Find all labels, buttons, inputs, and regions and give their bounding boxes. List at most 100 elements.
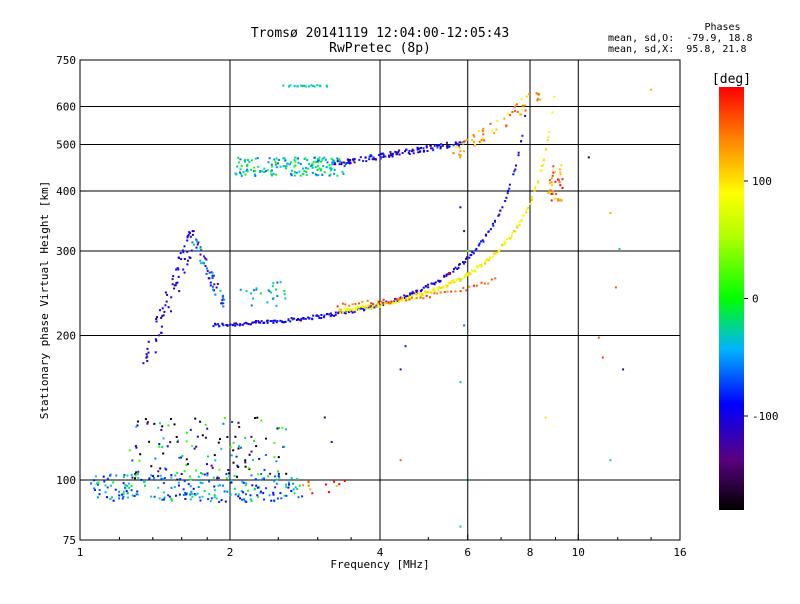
- data-point: [329, 169, 332, 172]
- data-point: [506, 192, 509, 195]
- data-point: [417, 151, 420, 154]
- data-point: [156, 316, 158, 319]
- data-point: [221, 299, 224, 302]
- data-point: [256, 157, 259, 160]
- data-point: [251, 484, 254, 487]
- data-point: [270, 170, 273, 173]
- data-point: [419, 293, 422, 296]
- data-point: [145, 356, 148, 359]
- data-point: [182, 251, 185, 254]
- data-point: [329, 312, 332, 315]
- data-point: [362, 307, 365, 310]
- data-point: [387, 154, 390, 157]
- data-point: [522, 105, 525, 108]
- data-point: [162, 498, 165, 501]
- data-point: [547, 192, 550, 195]
- data-point: [459, 279, 462, 282]
- data-point: [344, 303, 347, 306]
- data-point: [347, 160, 350, 163]
- data-point: [458, 153, 460, 156]
- data-point: [320, 168, 323, 171]
- data-point: [229, 494, 232, 497]
- data-point: [551, 191, 554, 194]
- data-point: [250, 304, 253, 307]
- data-point: [349, 162, 352, 165]
- data-point: [144, 418, 147, 421]
- data-point: [548, 130, 551, 133]
- data-point: [253, 439, 256, 442]
- data-point: [164, 291, 167, 294]
- data-point: [173, 486, 176, 488]
- data-point: [239, 158, 242, 161]
- data-point: [240, 165, 243, 167]
- data-point: [406, 297, 409, 300]
- data-point: [109, 498, 112, 500]
- data-point: [257, 165, 260, 168]
- data-point: [215, 286, 218, 289]
- data-point: [459, 141, 462, 144]
- data-point: [455, 146, 458, 149]
- data-point: [555, 193, 558, 195]
- data-point: [472, 133, 475, 136]
- data-point: [474, 270, 477, 273]
- data-point: [513, 230, 516, 232]
- data-point: [431, 147, 434, 150]
- data-point: [319, 169, 322, 172]
- data-point: [302, 484, 305, 487]
- data-point: [622, 368, 625, 371]
- data-point: [204, 436, 207, 439]
- data-point: [452, 270, 455, 273]
- data-point: [427, 286, 430, 289]
- data-point: [463, 324, 466, 327]
- data-point: [283, 157, 286, 160]
- data-point: [272, 319, 275, 322]
- data-point: [348, 309, 351, 312]
- data-point: [236, 475, 238, 478]
- data-point: [284, 297, 287, 300]
- data-point: [269, 472, 272, 475]
- data-point: [189, 257, 192, 259]
- data-point: [412, 152, 415, 155]
- data-point: [171, 499, 174, 502]
- data-point: [400, 296, 403, 299]
- data-point: [194, 493, 197, 496]
- data-point: [222, 297, 225, 300]
- data-point: [283, 445, 286, 448]
- data-point: [169, 441, 172, 444]
- data-point: [399, 368, 402, 371]
- data-point: [529, 202, 532, 205]
- data-point: [268, 290, 271, 293]
- data-point: [255, 287, 258, 290]
- data-point: [244, 465, 247, 468]
- data-point: [158, 445, 161, 448]
- data-point: [318, 159, 320, 162]
- data-point: [274, 486, 277, 489]
- data-point: [497, 249, 500, 252]
- data-point: [186, 235, 189, 237]
- data-point: [373, 306, 376, 309]
- data-point: [342, 161, 345, 164]
- data-point: [279, 319, 282, 322]
- data-point: [384, 303, 386, 305]
- data-point: [426, 291, 429, 294]
- data-point: [197, 241, 200, 244]
- data-point: [229, 479, 232, 482]
- data-point: [426, 150, 429, 152]
- data-point: [250, 292, 252, 295]
- data-point: [401, 152, 404, 154]
- data-point: [430, 147, 433, 150]
- data-point: [439, 145, 442, 148]
- data-point: [489, 228, 492, 231]
- data-point: [419, 150, 421, 153]
- data-point: [125, 490, 128, 493]
- data-point: [365, 307, 368, 310]
- x-tick-label: 2: [227, 546, 234, 559]
- data-point: [257, 486, 260, 489]
- data-point: [191, 444, 194, 447]
- data-point: [218, 325, 221, 328]
- data-point: [293, 165, 296, 168]
- data-point: [257, 320, 260, 323]
- data-point: [263, 498, 265, 501]
- data-point: [126, 492, 129, 495]
- data-point: [372, 304, 375, 307]
